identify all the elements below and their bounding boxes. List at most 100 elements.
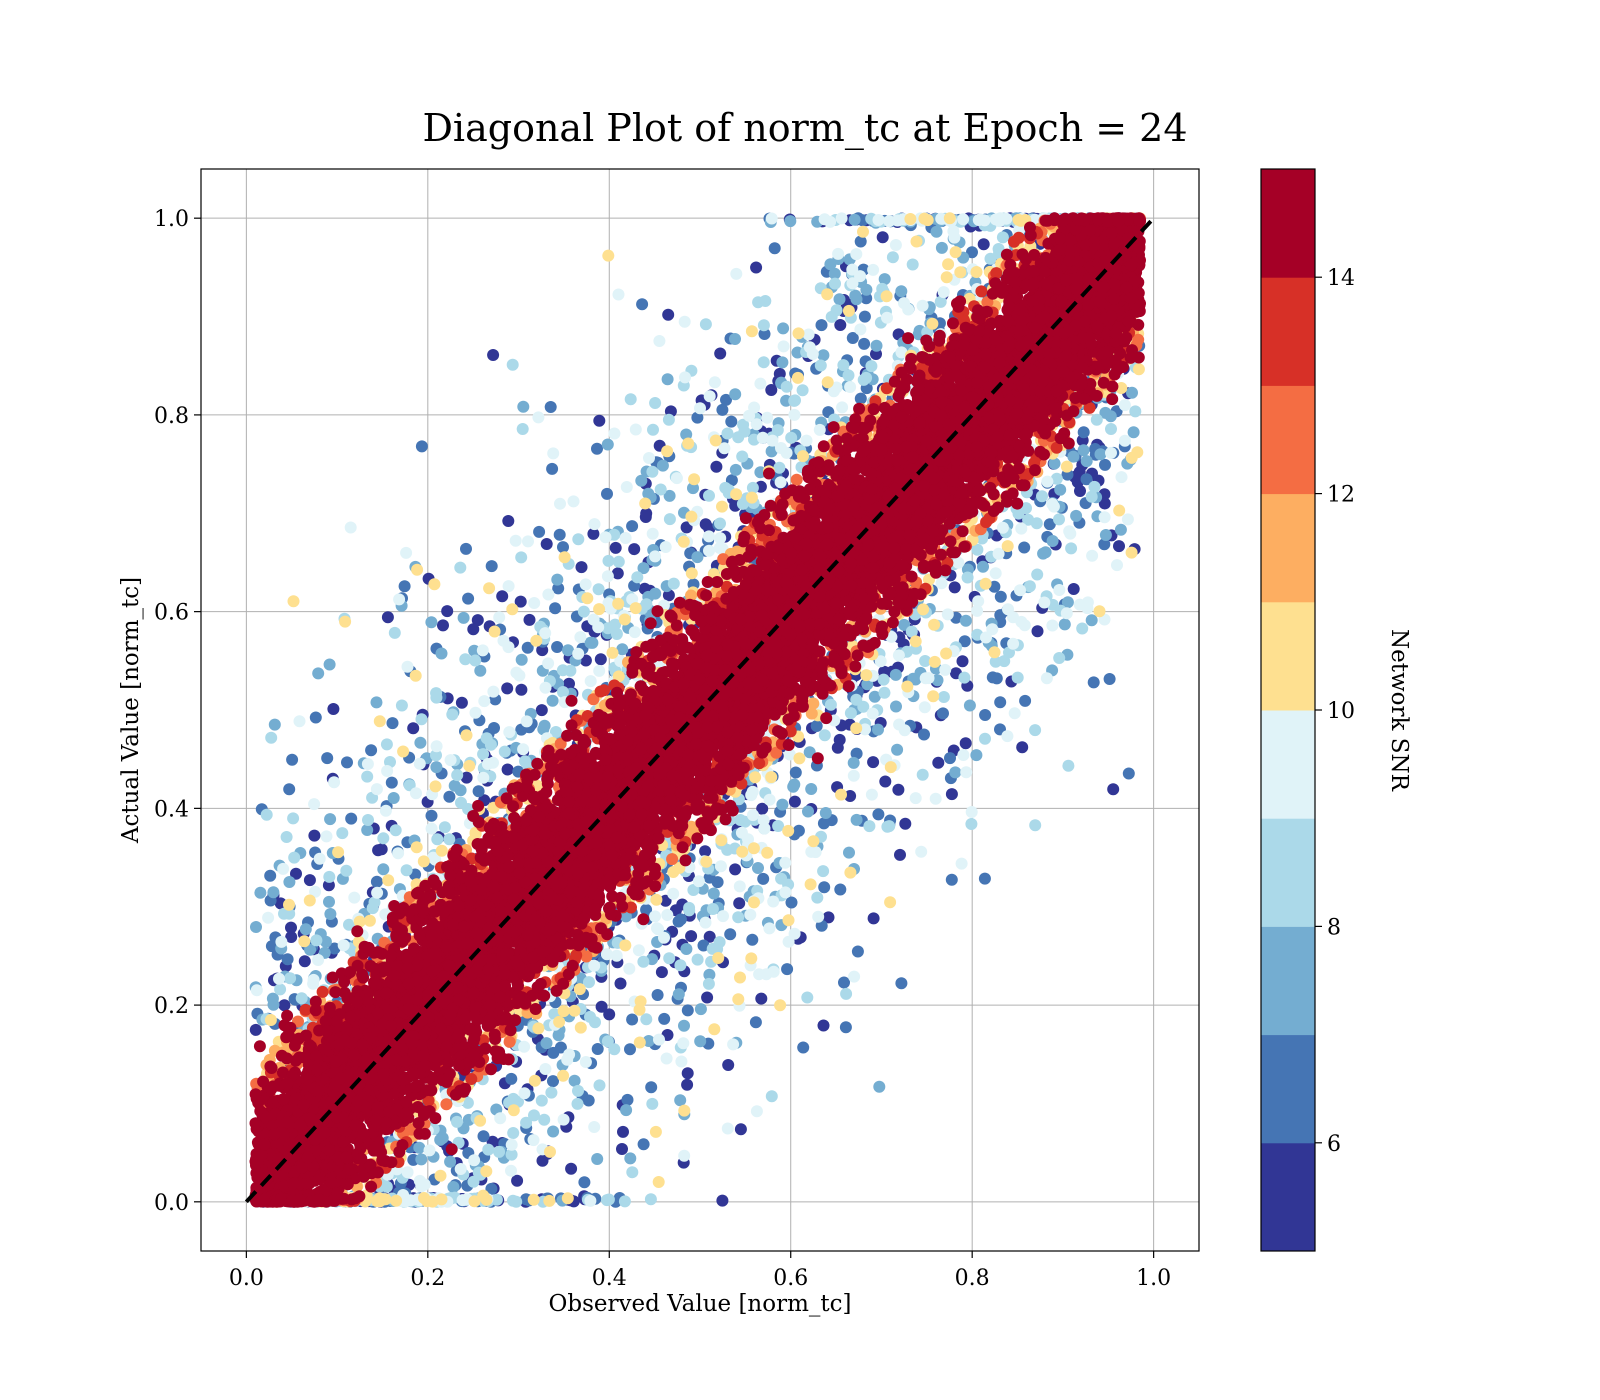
scatter-point <box>865 360 878 373</box>
scatter-point <box>540 1037 553 1050</box>
scatter-point <box>878 686 891 699</box>
scatter-point <box>1093 605 1106 618</box>
scatter-point <box>1040 672 1053 685</box>
scatter-point <box>1037 547 1050 560</box>
scatter-point <box>618 613 631 626</box>
scatter-point <box>503 726 516 739</box>
scatter-point <box>303 874 316 887</box>
scatter-point <box>547 1125 560 1138</box>
scatter-point <box>1074 485 1086 497</box>
scatter-point <box>948 581 961 594</box>
scatter-point <box>362 814 374 826</box>
scatter-point <box>658 1012 671 1025</box>
scatter-point <box>612 555 625 568</box>
scatter-point <box>674 913 687 926</box>
scatter-point <box>847 756 860 769</box>
scatter-point <box>413 1141 426 1154</box>
scatter-point <box>303 894 316 907</box>
scatter-point <box>702 977 715 990</box>
scatter-point <box>601 487 613 500</box>
scatter-point <box>844 790 857 802</box>
scatter-point <box>563 677 575 690</box>
scatter-point <box>1041 475 1054 488</box>
scatter-point <box>603 1008 616 1021</box>
scatter-point <box>651 989 664 1001</box>
scatter-point <box>518 1040 531 1053</box>
scatter-point <box>843 846 855 859</box>
scatter-point <box>254 886 267 899</box>
scatter-point <box>1067 583 1080 595</box>
scatter-point <box>592 621 605 634</box>
scatter-point <box>260 808 273 821</box>
scatter-point <box>898 724 911 737</box>
scatter-point <box>817 349 830 362</box>
scatter-point <box>581 592 594 605</box>
scatter-point <box>1132 363 1145 376</box>
scatter-point <box>715 834 728 847</box>
scatter-point <box>745 789 758 802</box>
scatter-point <box>857 225 869 238</box>
scatter-point <box>977 238 990 251</box>
scatter-point <box>386 717 399 730</box>
scatter-point <box>943 212 956 225</box>
scatter-point <box>765 384 778 396</box>
scatter-point <box>361 770 374 783</box>
scatter-point <box>965 818 978 830</box>
scatter-point <box>773 461 786 474</box>
scatter-point <box>546 694 559 707</box>
scatter-point <box>670 472 683 485</box>
scatter-point <box>339 615 352 628</box>
scatter-point <box>655 966 668 979</box>
scatter-point <box>709 434 722 447</box>
scatter-point <box>515 653 528 666</box>
scatter-point <box>935 577 948 590</box>
scatter-point <box>944 752 956 765</box>
scatter-point <box>621 1093 634 1106</box>
scatter-point <box>267 886 280 899</box>
scatter-point <box>833 293 846 306</box>
scatter-point <box>959 614 972 627</box>
scatter-point <box>727 1038 740 1051</box>
scatter-point <box>1038 596 1051 609</box>
scatter-point <box>588 518 601 531</box>
scatter-point <box>750 1105 763 1118</box>
scatter-point <box>1086 549 1099 562</box>
scatter-point <box>647 423 659 436</box>
scatter-point <box>1047 500 1060 513</box>
scatter-point <box>481 758 494 770</box>
scatter-point <box>834 883 847 896</box>
scatter-point <box>710 460 723 473</box>
scatter-point <box>895 977 908 990</box>
scatter-point <box>467 623 480 636</box>
scatter-point <box>706 903 719 915</box>
scatter-point <box>970 749 983 762</box>
scatter-point <box>928 655 941 668</box>
scatter-point <box>1054 483 1067 496</box>
scatter-point <box>747 809 759 822</box>
scatter-point <box>309 711 322 724</box>
scatter-point <box>1105 446 1117 459</box>
scatter-point <box>815 319 828 332</box>
scatter-point <box>824 698 837 711</box>
scatter-point <box>916 299 929 312</box>
scatter-point <box>662 308 675 321</box>
scatter-point <box>840 987 853 1000</box>
scatter-point <box>646 465 659 478</box>
scatter-point <box>1111 559 1123 572</box>
scatter-point <box>558 551 571 564</box>
scatter-point <box>478 695 491 708</box>
scatter-point <box>1011 671 1024 684</box>
scatter-point <box>447 1181 460 1193</box>
scatter-point <box>958 635 971 648</box>
scatter-point <box>860 669 873 682</box>
scatter-point <box>435 844 448 857</box>
scatter-point <box>370 696 383 709</box>
scatter-point <box>620 1104 633 1117</box>
scatter-point <box>970 266 983 278</box>
scatter-point <box>847 769 860 782</box>
scatter-point <box>262 911 275 924</box>
scatter-point <box>532 411 545 424</box>
scatter-point <box>701 991 714 1004</box>
scatter-point <box>867 912 880 925</box>
scatter-point <box>1070 509 1083 522</box>
